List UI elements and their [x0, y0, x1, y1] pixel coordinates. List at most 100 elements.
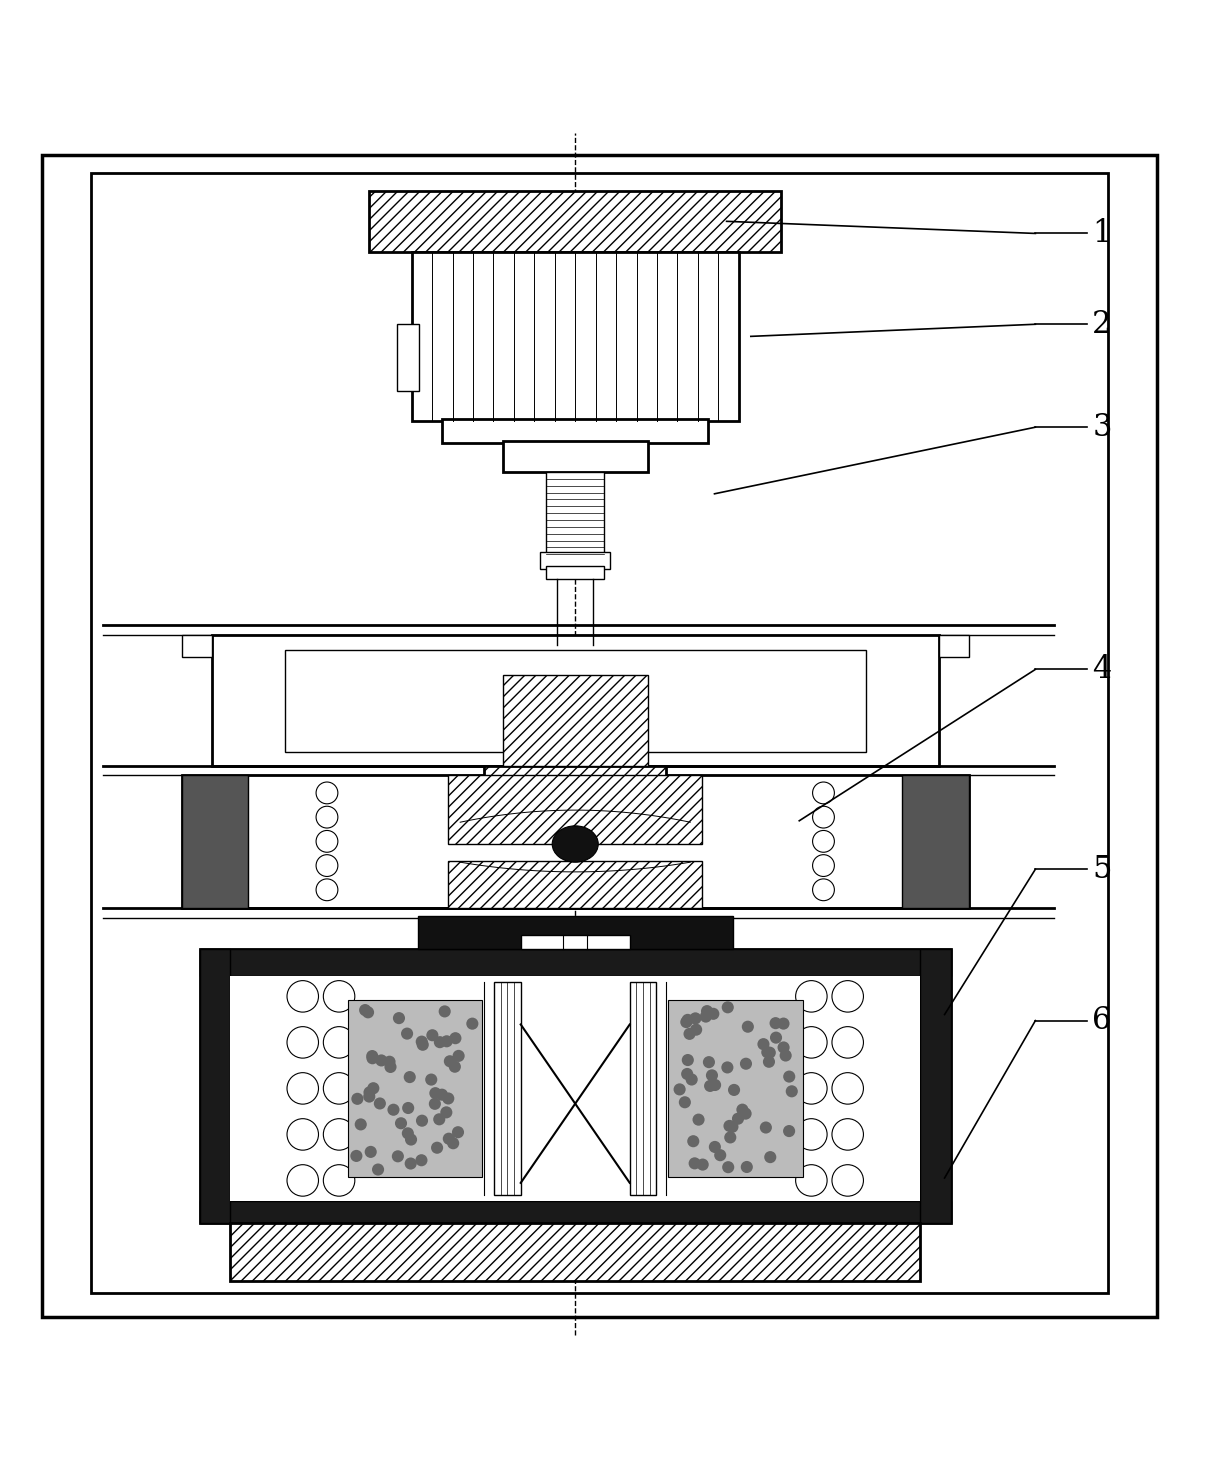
Text: 2: 2	[1092, 309, 1112, 340]
Bar	[442, 418, 708, 443]
Circle shape	[443, 1055, 455, 1067]
Circle shape	[430, 1088, 442, 1100]
Circle shape	[764, 1047, 776, 1058]
Circle shape	[707, 1008, 719, 1020]
Circle shape	[404, 1133, 417, 1145]
Circle shape	[736, 1104, 748, 1116]
Circle shape	[316, 855, 338, 876]
Circle shape	[402, 1103, 414, 1114]
Circle shape	[287, 980, 318, 1013]
Circle shape	[731, 1113, 744, 1125]
Circle shape	[681, 1016, 693, 1027]
Circle shape	[682, 1054, 694, 1066]
Circle shape	[770, 1032, 782, 1044]
Bar	[546, 567, 604, 578]
Bar	[285, 651, 866, 752]
Bar	[448, 774, 702, 843]
Circle shape	[757, 1038, 769, 1050]
Circle shape	[832, 1119, 863, 1150]
Circle shape	[740, 1107, 752, 1120]
Ellipse shape	[552, 826, 598, 863]
Circle shape	[796, 980, 827, 1013]
Circle shape	[434, 1113, 446, 1126]
Circle shape	[813, 879, 834, 901]
Bar	[369, 191, 781, 252]
Circle shape	[722, 1001, 734, 1013]
Circle shape	[287, 1026, 318, 1058]
Circle shape	[763, 1055, 775, 1067]
Circle shape	[740, 1058, 752, 1070]
Circle shape	[442, 1092, 454, 1104]
Circle shape	[401, 1027, 413, 1039]
Circle shape	[367, 1082, 379, 1094]
Circle shape	[415, 1114, 427, 1126]
Circle shape	[323, 1119, 355, 1150]
Circle shape	[683, 1027, 695, 1039]
Circle shape	[832, 1026, 863, 1058]
Bar	[448, 861, 702, 908]
Circle shape	[287, 1119, 318, 1150]
Bar	[182, 774, 248, 908]
Circle shape	[384, 1055, 396, 1067]
Circle shape	[316, 830, 338, 852]
Circle shape	[784, 1125, 796, 1136]
Circle shape	[696, 1158, 708, 1170]
Circle shape	[700, 1011, 712, 1023]
Circle shape	[796, 1073, 827, 1104]
Circle shape	[724, 1132, 736, 1144]
Circle shape	[316, 879, 338, 901]
Circle shape	[786, 1085, 798, 1097]
Circle shape	[351, 1092, 363, 1105]
Bar	[668, 999, 803, 1176]
Circle shape	[447, 1138, 459, 1150]
Circle shape	[384, 1061, 396, 1073]
Circle shape	[316, 782, 338, 804]
Circle shape	[708, 1079, 721, 1091]
Circle shape	[813, 830, 834, 852]
Circle shape	[813, 855, 834, 876]
Circle shape	[323, 1073, 355, 1104]
Bar	[230, 1223, 920, 1281]
Circle shape	[426, 1029, 438, 1041]
Bar	[397, 324, 419, 392]
Circle shape	[431, 1142, 443, 1154]
Circle shape	[679, 1097, 691, 1108]
Text: 3: 3	[1092, 412, 1112, 443]
Circle shape	[453, 1050, 465, 1061]
Bar	[902, 774, 969, 908]
Circle shape	[689, 1157, 701, 1169]
Circle shape	[375, 1054, 388, 1067]
Circle shape	[415, 1154, 427, 1166]
Circle shape	[706, 1069, 718, 1082]
Circle shape	[701, 1005, 713, 1017]
Circle shape	[722, 1161, 734, 1173]
Circle shape	[434, 1036, 446, 1048]
Circle shape	[714, 1150, 727, 1161]
Circle shape	[374, 1098, 386, 1110]
Circle shape	[350, 1150, 362, 1161]
Circle shape	[741, 1161, 753, 1173]
Circle shape	[687, 1135, 699, 1147]
Circle shape	[690, 1023, 702, 1036]
Circle shape	[452, 1126, 464, 1138]
Circle shape	[769, 1017, 781, 1029]
Bar	[503, 440, 648, 473]
Circle shape	[388, 1104, 400, 1116]
Circle shape	[681, 1067, 693, 1080]
Circle shape	[443, 1132, 455, 1145]
Circle shape	[355, 1119, 367, 1130]
Circle shape	[287, 1164, 318, 1197]
Circle shape	[366, 1050, 378, 1063]
Circle shape	[363, 1086, 375, 1098]
Circle shape	[762, 1047, 774, 1058]
Text: 4: 4	[1092, 654, 1112, 684]
Circle shape	[722, 1061, 734, 1073]
Circle shape	[813, 782, 834, 804]
Circle shape	[392, 1013, 404, 1025]
Bar	[484, 767, 666, 814]
Circle shape	[702, 1055, 714, 1069]
Text: 5: 5	[1092, 854, 1112, 885]
Circle shape	[832, 1073, 863, 1104]
Circle shape	[415, 1036, 427, 1048]
Circle shape	[764, 1151, 776, 1163]
